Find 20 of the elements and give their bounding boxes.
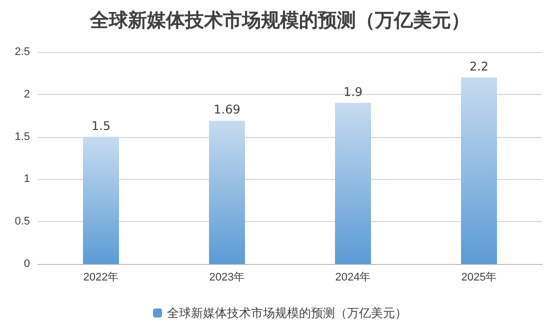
bar bbox=[209, 120, 245, 264]
x-tick-label: 2025年 bbox=[461, 272, 497, 284]
bar bbox=[83, 136, 119, 264]
bar bbox=[461, 77, 497, 264]
x-tick-label: 2023年 bbox=[209, 272, 245, 284]
bar bbox=[335, 102, 371, 264]
data-label: 1.9 bbox=[343, 84, 363, 99]
x-tick-label: 2022年 bbox=[83, 272, 119, 284]
y-tick-label: 1 bbox=[24, 173, 30, 186]
y-tick-label: 1.5 bbox=[14, 130, 30, 143]
y-tick-label: 2.5 bbox=[14, 46, 30, 58]
chart-title: 全球新媒体技术市场规模的预测（万亿美元） bbox=[89, 10, 470, 32]
data-label: 1.5 bbox=[91, 118, 111, 133]
y-tick-label: 0.5 bbox=[14, 216, 30, 228]
y-tick-label: 0 bbox=[24, 258, 30, 270]
data-label: 2.2 bbox=[469, 59, 489, 74]
legend-label: 全球新媒体技术市场规模的预测（万亿美元） bbox=[167, 306, 407, 320]
data-label: 1.69 bbox=[214, 102, 240, 117]
y-tick-label: 2 bbox=[24, 88, 30, 100]
x-tick-label: 2024年 bbox=[335, 272, 371, 284]
